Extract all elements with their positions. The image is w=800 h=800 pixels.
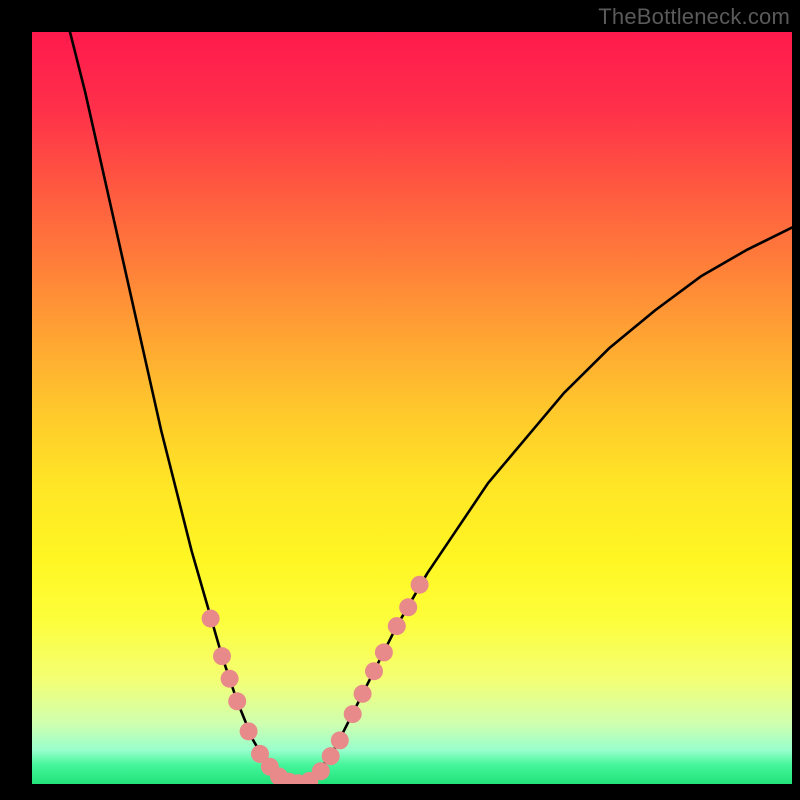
marker-bead xyxy=(221,670,239,688)
watermark-label: TheBottleneck.com xyxy=(598,4,790,30)
marker-bead xyxy=(411,576,429,594)
marker-bead xyxy=(240,722,258,740)
marker-bead xyxy=(375,643,393,661)
marker-bead xyxy=(344,705,362,723)
marker-beads xyxy=(202,576,429,784)
marker-bead xyxy=(399,598,417,616)
curve-layer xyxy=(32,32,792,784)
marker-bead xyxy=(213,647,231,665)
marker-bead xyxy=(331,731,349,749)
bottleneck-curve-right xyxy=(294,228,792,784)
plot-area xyxy=(32,32,792,784)
marker-bead xyxy=(354,685,372,703)
bottleneck-curve-left xyxy=(70,32,294,784)
marker-bead xyxy=(228,692,246,710)
marker-bead xyxy=(202,610,220,628)
chart-container: TheBottleneck.com xyxy=(0,0,800,800)
marker-bead xyxy=(322,747,340,765)
marker-bead xyxy=(388,617,406,635)
marker-bead xyxy=(312,762,330,780)
marker-bead xyxy=(365,662,383,680)
